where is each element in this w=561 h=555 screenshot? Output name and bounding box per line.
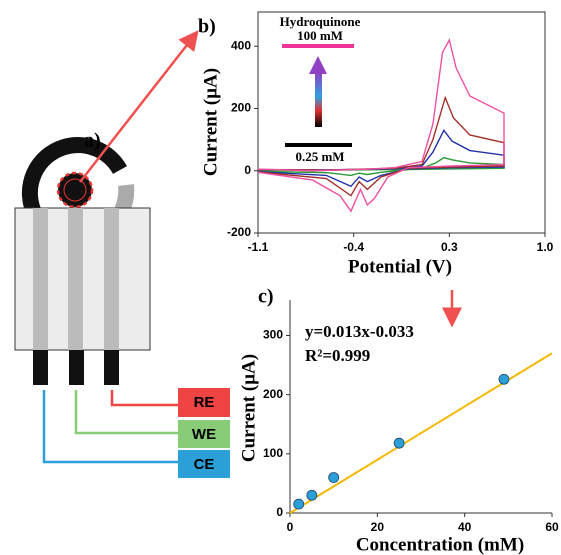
y-tick-label: 0: [244, 163, 251, 177]
annotation: Hydroquinone: [280, 14, 361, 29]
inset: Hydroquinone 100 mM 0.25 mM: [280, 14, 361, 164]
point: [499, 374, 509, 384]
x-tick-label: 40: [458, 520, 472, 534]
x-tick-label: 20: [371, 520, 385, 534]
x-tick-label: 0.3: [441, 240, 458, 254]
annotation: 100 mM: [297, 28, 343, 43]
annotation: 0.25 mM: [295, 149, 344, 164]
point: [329, 473, 339, 483]
y-tick-label: 0: [276, 505, 283, 519]
electrode-label: WE: [192, 426, 216, 443]
electrode-label: CE: [194, 456, 215, 473]
y-tick-label: -200: [227, 225, 251, 239]
panel-label: c): [258, 286, 274, 308]
point: [307, 490, 317, 500]
point: [294, 499, 304, 509]
x-axis-title: Concentration (mM): [356, 534, 524, 555]
fit-line: [290, 353, 552, 513]
figure: RE WE CE a) Hydroquinone 100 mM 0.25 mM …: [0, 0, 561, 555]
cv-curve: [258, 40, 504, 211]
y-tick-label: 300: [263, 328, 283, 342]
panel-label: b): [198, 16, 216, 38]
x-tick-label: 1.0: [537, 240, 554, 254]
y-tick-label: 100: [263, 446, 283, 460]
point: [394, 438, 404, 448]
panel-label: a): [84, 130, 101, 152]
y-axis-title: Current (µA): [238, 354, 259, 462]
x-tick-label: -0.4: [343, 240, 364, 254]
x-tick-label: 0: [287, 520, 294, 534]
y-tick-label: 200: [263, 387, 283, 401]
annotation: R²=0.999: [305, 346, 370, 365]
x-tick-label: -1.1: [248, 240, 269, 254]
electrode-label: RE: [194, 394, 215, 411]
y-tick-label: 400: [231, 38, 251, 52]
annotation: y=0.013x-0.033: [305, 322, 414, 341]
x-tick-label: 60: [545, 520, 559, 534]
y-axis-title: Current (µA): [200, 68, 221, 176]
x-axis-title: Potential (V): [348, 256, 452, 277]
y-tick-label: 200: [231, 101, 251, 115]
electrode-diagram: RE WE CE a): [15, 36, 230, 478]
